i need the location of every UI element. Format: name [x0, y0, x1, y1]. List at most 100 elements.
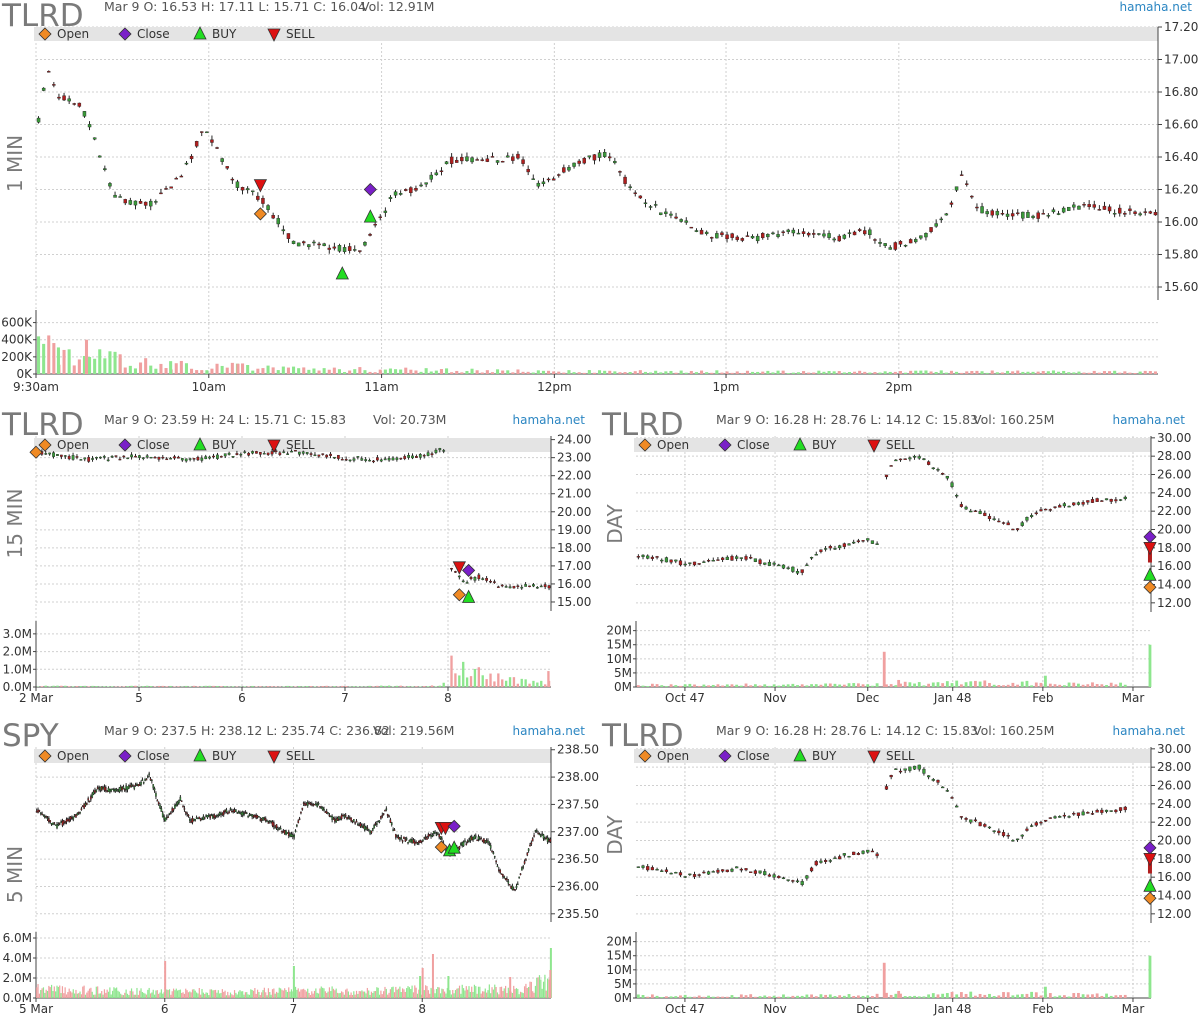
volume-bar — [669, 684, 673, 687]
candle-body — [247, 452, 251, 456]
volume-bar — [1086, 684, 1090, 687]
volume-bar — [725, 996, 729, 998]
legend-sell-label: SELL — [286, 27, 315, 41]
volume-bar — [141, 991, 143, 998]
volume-bar — [79, 991, 81, 998]
price-tick-label: 16.80 — [1164, 85, 1198, 99]
candle-body — [122, 455, 126, 458]
volume-bar — [271, 989, 274, 998]
candle-body — [438, 448, 442, 451]
candle-body — [650, 556, 654, 559]
volume-bar — [213, 990, 215, 998]
candle-body — [894, 768, 898, 770]
chart-panel-spy-5min: Open Close BUY SELL SPY 5 MIN Mar 9 O: 237.5 H… — [2, 718, 599, 1016]
candle-body — [336, 454, 340, 459]
volume-bar — [908, 996, 912, 998]
volume-bar — [365, 993, 367, 998]
candle-body — [188, 458, 192, 460]
volume-bar — [468, 986, 470, 998]
candle-body — [388, 197, 393, 199]
candle-body — [489, 580, 492, 583]
candle-body — [104, 787, 107, 791]
candle-body — [978, 511, 982, 514]
volume-bar — [506, 370, 510, 374]
candle-body — [381, 814, 384, 817]
candle-body — [716, 559, 720, 561]
volume-bar — [434, 686, 438, 687]
candle-body — [755, 235, 760, 242]
volume-bar — [261, 368, 265, 374]
price-tick-label: 20.00 — [1157, 834, 1191, 848]
volume-bar — [343, 994, 345, 998]
volume-bar — [547, 978, 549, 998]
candle-body — [516, 883, 519, 886]
volume-bar — [716, 684, 720, 687]
volume-bar — [528, 683, 531, 687]
volume-bar — [98, 993, 100, 998]
candle-body — [354, 822, 356, 824]
volume-bar — [256, 368, 260, 374]
volume-bar — [582, 372, 586, 374]
volume-bar — [179, 989, 181, 998]
volume-bar — [983, 680, 987, 687]
candle-body — [964, 506, 968, 510]
price-tick-label: 28.00 — [1157, 449, 1191, 463]
candle-body — [749, 557, 753, 559]
volume-bar — [378, 369, 382, 374]
candle-body — [924, 233, 928, 238]
candle-body — [332, 246, 337, 249]
volume-bar — [169, 685, 172, 687]
volume-spike — [897, 679, 901, 687]
volume-bar — [646, 686, 650, 687]
volume-bar — [1026, 371, 1030, 374]
volume-bar — [1021, 371, 1025, 374]
volume-bar — [88, 988, 91, 998]
volume-bar — [1011, 682, 1015, 687]
volume-bar — [401, 988, 404, 998]
volume-tick-label: 5M — [614, 977, 632, 991]
volume-bar — [507, 987, 509, 998]
candle-body — [240, 187, 245, 191]
volume-bar — [711, 684, 715, 687]
volume-bar — [184, 363, 188, 374]
candle-body — [391, 457, 395, 461]
candle-body — [511, 156, 515, 161]
volume-bar — [399, 986, 401, 998]
volume-bar — [346, 988, 348, 998]
volume-bar — [41, 988, 43, 998]
time-tick-label: Feb — [1032, 1002, 1053, 1016]
candle-body — [434, 172, 439, 176]
volume-bar — [1067, 996, 1071, 998]
volume-bar — [519, 991, 522, 998]
candle-body — [404, 838, 407, 842]
volume-bar — [997, 995, 1001, 998]
volume-bar — [366, 987, 368, 998]
volume-bar — [358, 991, 360, 998]
volume-bar — [974, 995, 977, 998]
volume-bar — [426, 986, 428, 998]
candle-body — [809, 557, 814, 559]
buy-marker — [1143, 878, 1157, 892]
volume-bar — [445, 368, 449, 374]
volume-bar — [368, 685, 371, 687]
candle-body — [1053, 506, 1057, 508]
candle-body — [149, 200, 153, 207]
volume-bar — [49, 987, 51, 998]
sell-marker — [1143, 852, 1157, 867]
candle-body — [536, 182, 541, 187]
volume-bar — [202, 992, 204, 998]
volume-bar — [256, 989, 259, 998]
volume-tick-label: 4.0M — [3, 951, 32, 965]
candle-body — [262, 453, 266, 455]
volume-bar — [142, 686, 145, 687]
volume-bar — [271, 367, 275, 374]
candle-body — [861, 540, 865, 542]
volume-bar — [244, 992, 246, 998]
volume-bar — [361, 990, 363, 998]
volume-bar — [126, 686, 129, 687]
volume-bar — [1025, 993, 1029, 998]
candle-body — [814, 861, 818, 866]
volume-bar — [217, 990, 219, 998]
candle-body — [975, 206, 979, 209]
volume-bar — [753, 684, 757, 687]
